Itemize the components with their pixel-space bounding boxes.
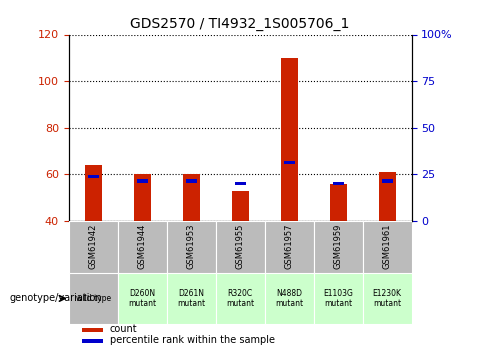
Text: wild type: wild type — [75, 294, 111, 303]
Bar — [137, 179, 147, 183]
Bar — [329, 184, 346, 221]
Bar — [314, 273, 363, 324]
Bar — [363, 221, 412, 273]
Bar — [382, 179, 392, 183]
Bar — [265, 221, 314, 273]
Title: GDS2570 / TI4932_1S005706_1: GDS2570 / TI4932_1S005706_1 — [130, 17, 350, 31]
Bar — [378, 172, 395, 221]
Text: E1103G
mutant: E1103G mutant — [323, 289, 353, 308]
Text: E1230K
mutant: E1230K mutant — [372, 289, 402, 308]
Text: GSM61959: GSM61959 — [334, 224, 343, 269]
Text: N488D
mutant: N488D mutant — [275, 289, 303, 308]
Bar — [182, 174, 200, 221]
Bar — [216, 221, 265, 273]
Text: GSM61957: GSM61957 — [285, 224, 294, 269]
Text: D260N
mutant: D260N mutant — [128, 289, 156, 308]
Bar — [82, 328, 103, 332]
Text: GSM61961: GSM61961 — [383, 224, 392, 269]
Text: D261N
mutant: D261N mutant — [177, 289, 205, 308]
Bar — [118, 221, 167, 273]
Bar — [232, 190, 249, 221]
Text: count: count — [110, 324, 137, 334]
Text: GSM61955: GSM61955 — [236, 224, 245, 269]
Bar — [167, 273, 216, 324]
Bar — [235, 182, 245, 185]
Bar — [84, 165, 102, 221]
Bar — [284, 161, 294, 164]
Bar — [280, 58, 297, 221]
Text: GSM61942: GSM61942 — [89, 224, 98, 269]
Bar — [186, 179, 196, 183]
Bar — [118, 273, 167, 324]
Bar — [265, 273, 314, 324]
Bar — [167, 221, 216, 273]
Text: genotype/variation: genotype/variation — [10, 294, 102, 303]
Text: GSM61944: GSM61944 — [138, 224, 147, 269]
Text: R320C
mutant: R320C mutant — [226, 289, 254, 308]
Bar — [363, 273, 412, 324]
Bar — [333, 182, 343, 185]
Text: GSM61953: GSM61953 — [187, 224, 196, 269]
Bar — [133, 174, 151, 221]
Bar — [216, 273, 265, 324]
Bar — [88, 175, 98, 178]
Bar — [69, 221, 118, 273]
Bar — [82, 339, 103, 343]
Bar — [314, 221, 363, 273]
Bar — [69, 273, 118, 324]
Text: percentile rank within the sample: percentile rank within the sample — [110, 335, 275, 345]
